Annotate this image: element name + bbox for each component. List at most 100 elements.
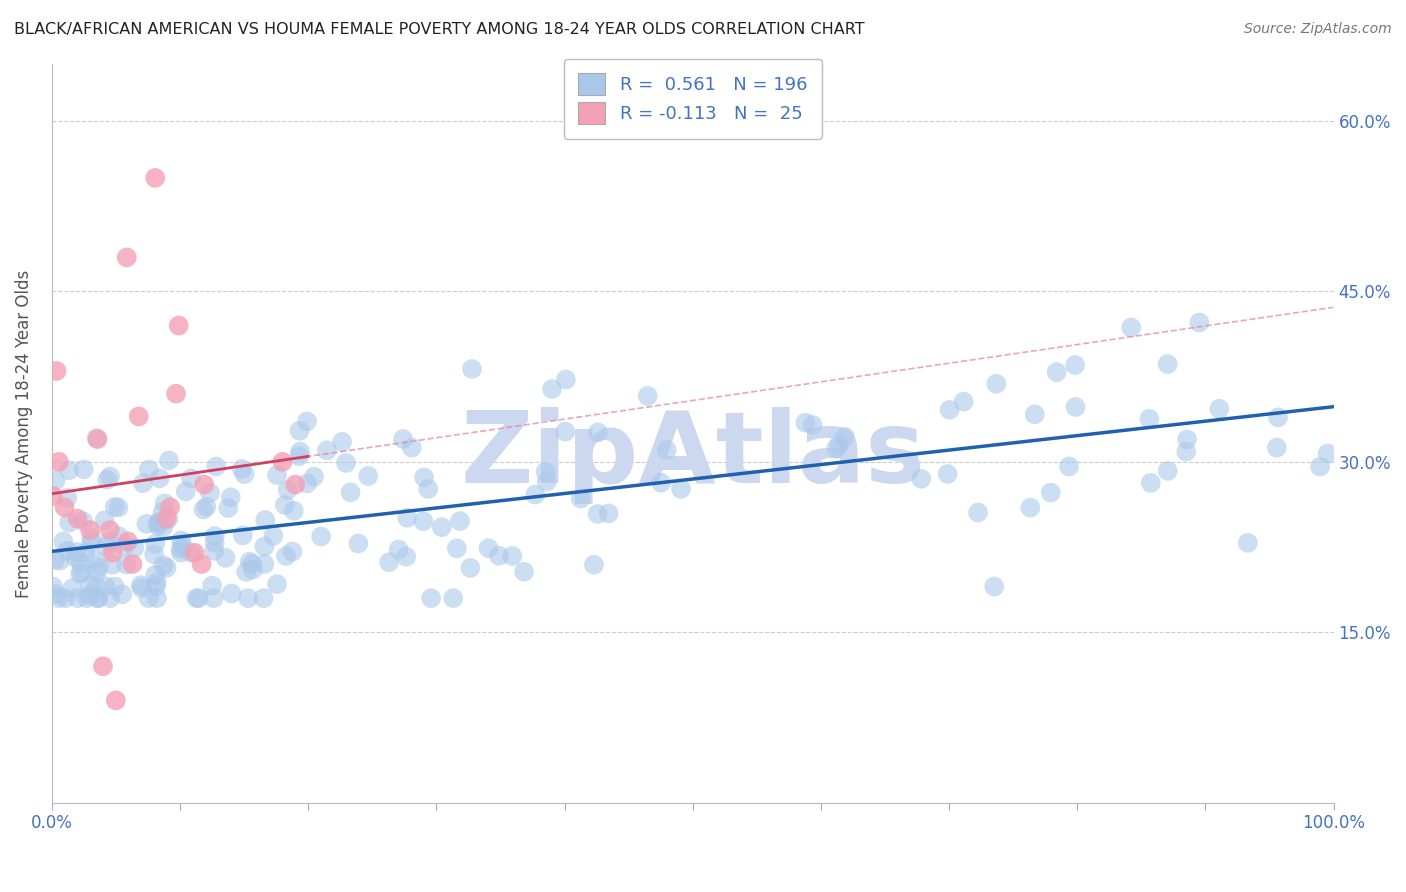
Point	[242, 563, 264, 577]
Point	[204, 529, 226, 543]
Point	[1316, 446, 1339, 460]
Point	[152, 520, 174, 534]
Point	[98, 591, 121, 606]
Point	[157, 453, 180, 467]
Point	[101, 558, 124, 572]
Point	[132, 476, 155, 491]
Point	[152, 505, 174, 519]
Point	[1309, 459, 1331, 474]
Point	[205, 459, 228, 474]
Point	[131, 581, 153, 595]
Point	[146, 575, 169, 590]
Point	[1175, 444, 1198, 458]
Point	[45, 474, 67, 488]
Point	[62, 581, 84, 595]
Point	[129, 578, 152, 592]
Point	[936, 467, 959, 481]
Point	[96, 473, 118, 487]
Point	[236, 591, 259, 606]
Point	[143, 170, 166, 185]
Point	[825, 442, 848, 456]
Point	[378, 555, 401, 569]
Point	[266, 468, 288, 483]
Point	[101, 546, 124, 560]
Point	[157, 512, 180, 526]
Point	[834, 430, 856, 444]
Point	[56, 544, 79, 558]
Point	[180, 546, 202, 560]
Point	[441, 591, 464, 606]
Point	[153, 496, 176, 510]
Point	[554, 373, 576, 387]
Point	[650, 475, 672, 490]
Point	[86, 432, 108, 446]
Point	[44, 553, 66, 567]
Point	[488, 549, 510, 563]
Point	[330, 434, 353, 449]
Point	[202, 544, 225, 558]
Point	[98, 523, 121, 537]
Point	[45, 364, 67, 378]
Point	[165, 386, 187, 401]
Point	[159, 500, 181, 515]
Point	[1057, 459, 1080, 474]
Point	[148, 519, 170, 533]
Point	[501, 549, 523, 563]
Point	[115, 251, 138, 265]
Point	[235, 565, 257, 579]
Point	[80, 531, 103, 545]
Point	[1188, 315, 1211, 329]
Point	[1236, 536, 1258, 550]
Point	[277, 483, 299, 497]
Point	[461, 362, 484, 376]
Point	[214, 550, 236, 565]
Point	[87, 591, 110, 606]
Point	[637, 389, 659, 403]
Point	[1157, 464, 1180, 478]
Point	[146, 591, 169, 606]
Point	[98, 469, 121, 483]
Point	[1121, 320, 1143, 334]
Point	[115, 558, 138, 572]
Point	[114, 539, 136, 553]
Point	[252, 591, 274, 606]
Point	[193, 477, 215, 491]
Point	[58, 516, 80, 530]
Point	[231, 462, 253, 476]
Point	[66, 591, 89, 606]
Point	[569, 491, 592, 506]
Point	[1139, 475, 1161, 490]
Point	[1039, 485, 1062, 500]
Point	[204, 536, 226, 550]
Point	[274, 498, 297, 512]
Point	[586, 425, 609, 440]
Point	[554, 425, 576, 439]
Point	[75, 546, 97, 560]
Point	[828, 437, 851, 451]
Point	[143, 568, 166, 582]
Point	[56, 491, 79, 505]
Point	[91, 659, 114, 673]
Point	[240, 557, 263, 571]
Point	[420, 591, 443, 606]
Point	[339, 485, 361, 500]
Point	[156, 511, 179, 525]
Point	[121, 557, 143, 571]
Point	[582, 558, 605, 572]
Point	[69, 556, 91, 570]
Point	[55, 591, 77, 606]
Point	[79, 577, 101, 591]
Point	[138, 591, 160, 606]
Point	[69, 566, 91, 581]
Point	[138, 463, 160, 477]
Point	[283, 504, 305, 518]
Point	[430, 520, 453, 534]
Point	[221, 586, 243, 600]
Point	[76, 591, 98, 606]
Point	[412, 514, 434, 528]
Text: ZipAtlas: ZipAtlas	[460, 407, 925, 504]
Point	[357, 469, 380, 483]
Point	[1024, 408, 1046, 422]
Point	[253, 557, 276, 571]
Point	[1265, 441, 1288, 455]
